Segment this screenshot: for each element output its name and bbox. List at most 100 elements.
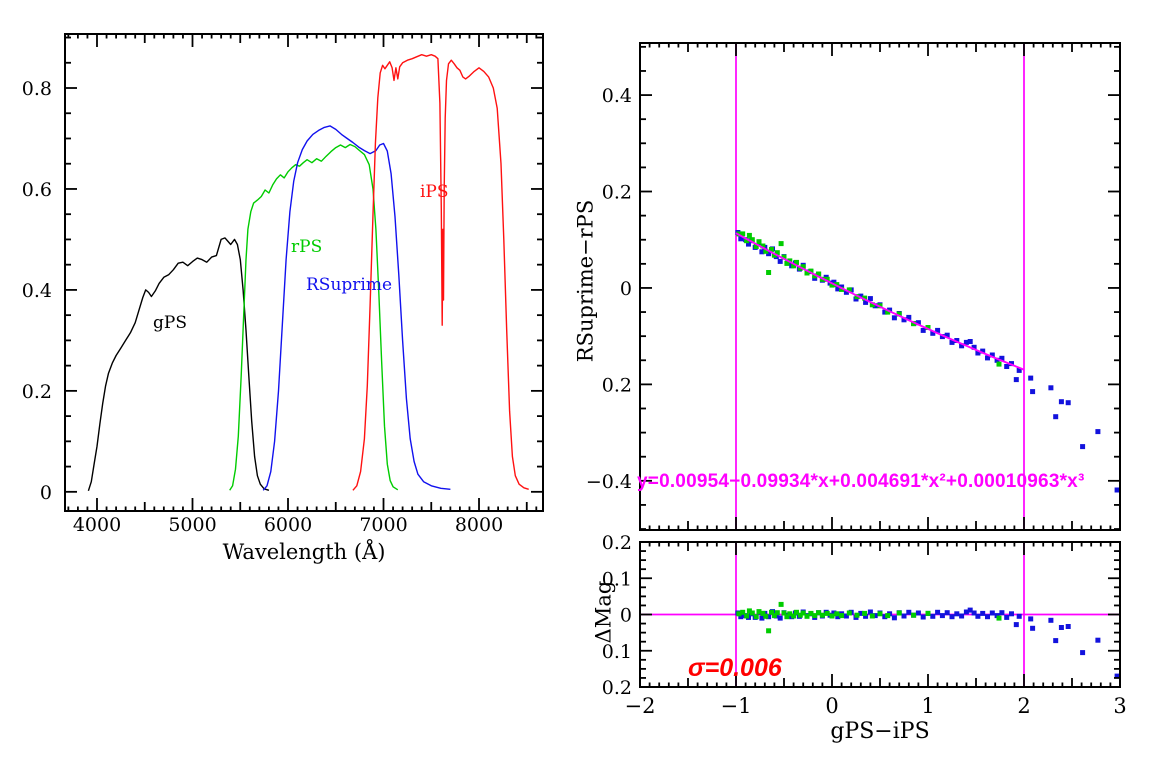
- point-blue-sample: [967, 607, 973, 613]
- point-green-sample: [744, 238, 750, 244]
- point-blue-sample: [985, 614, 990, 620]
- axes-box: [64, 33, 544, 512]
- point-blue-sample: [971, 344, 977, 350]
- point-blue-sample: [835, 614, 841, 620]
- point-green-sample: [824, 610, 830, 616]
- point-blue-sample: [738, 614, 744, 620]
- point-green-sample: [911, 321, 917, 327]
- series-iPS: [352, 54, 529, 491]
- point-green-sample: [774, 250, 780, 256]
- point-blue-sample: [906, 609, 912, 615]
- point-green-sample: [797, 612, 803, 618]
- point-blue-sample: [906, 314, 912, 320]
- point-green-sample: [804, 613, 810, 619]
- point-blue-sample: [1095, 637, 1101, 643]
- y-tick-label: 0: [40, 482, 52, 504]
- series-green-sample: [736, 601, 1002, 634]
- point-green-sample: [869, 613, 875, 619]
- point-green-sample: [769, 609, 774, 615]
- curve-label-rsuprime: RSuprime: [306, 275, 393, 295]
- point-green-sample: [846, 610, 852, 616]
- point-green-sample: [808, 610, 814, 616]
- point-green-sample: [753, 244, 759, 249]
- point-blue-sample: [843, 289, 849, 295]
- x-tick-label: 5000: [168, 514, 216, 536]
- point-blue-sample: [1030, 625, 1036, 631]
- panel-color_transformation: 0.4 0.2 0 0.2 −0.4: [586, 42, 1121, 531]
- point-green-sample: [787, 611, 793, 617]
- point-green-sample: [816, 271, 822, 277]
- point-green-sample: [769, 246, 774, 252]
- point-blue-sample: [872, 303, 878, 309]
- y-tick-label: 0.6: [22, 179, 52, 201]
- curve-RSuprime: [262, 125, 451, 491]
- ticks: [639, 541, 1121, 688]
- point-blue-sample: [959, 343, 965, 349]
- point-blue-sample: [1095, 429, 1101, 435]
- point-green-sample: [808, 268, 814, 274]
- point-blue-sample: [1114, 673, 1120, 679]
- point-blue-sample: [999, 355, 1005, 361]
- point-blue-sample: [944, 332, 950, 338]
- scatter-yaxis-title: RSuprime−rPS: [573, 199, 598, 363]
- point-green-sample: [804, 270, 810, 276]
- x-tick-label: 4000: [73, 514, 121, 536]
- point-blue-sample: [935, 609, 941, 615]
- y-tick-label: 0.4: [602, 85, 632, 107]
- point-blue-sample: [1013, 622, 1019, 628]
- point-blue-sample: [930, 330, 936, 336]
- x-tick-label: 7000: [359, 514, 407, 536]
- point-green-sample: [877, 611, 883, 617]
- point-blue-sample: [835, 286, 841, 292]
- left-xaxis-title: Wavelength (Å): [222, 540, 386, 564]
- point-blue-sample: [930, 613, 936, 619]
- point-green-sample: [854, 612, 860, 618]
- point-blue-sample: [920, 327, 926, 333]
- series-rPS: [229, 143, 399, 491]
- point-green-sample: [794, 259, 799, 265]
- point-blue-sample: [1080, 650, 1086, 656]
- point-blue-sample: [867, 296, 873, 302]
- y-tick-label: 0.2: [602, 182, 632, 204]
- point-blue-sample: [980, 610, 986, 616]
- point-blue-sample: [967, 339, 973, 344]
- y-tick-label: 0.1: [602, 568, 632, 590]
- point-green-sample: [749, 237, 755, 243]
- point-blue-sample: [777, 258, 783, 264]
- point-blue-sample: [949, 339, 955, 345]
- point-green-sample: [812, 273, 818, 279]
- point-green-sample: [816, 610, 822, 616]
- point-green-sample: [846, 287, 852, 293]
- point-blue-sample: [738, 236, 744, 242]
- x-tick-label: 1: [921, 694, 934, 718]
- curve-label-gps: gPS: [153, 313, 187, 333]
- point-green-sample: [834, 611, 840, 617]
- x-tick-label: 8000: [455, 514, 503, 536]
- point-blue-sample: [858, 293, 864, 299]
- point-blue-sample: [963, 609, 969, 615]
- point-blue-sample: [989, 352, 995, 358]
- x-tick-label: 6000: [264, 514, 312, 536]
- curve-label-rps: rPS: [291, 237, 323, 257]
- panel-filter_throughput: 4000 5000 6000 7000 8000 0 0.2 0.4 0.6 0.8: [22, 33, 544, 536]
- point-blue-sample: [872, 613, 878, 619]
- point-green-sample: [781, 610, 787, 616]
- point-green-sample: [744, 613, 750, 619]
- tick-labels: −2 −1 0 1 2 3 0.2 0.1 0 0.1 0.2: [602, 532, 1127, 718]
- curve-label-ips: iPS: [420, 182, 449, 202]
- tick-labels: 0.4 0.2 0 0.2 −0.4: [586, 85, 632, 493]
- point-blue-sample: [843, 613, 849, 619]
- point-blue-sample: [1058, 625, 1064, 630]
- point-green-sample: [862, 610, 868, 616]
- point-blue-sample: [939, 334, 945, 340]
- tick-labels: 4000 5000 6000 7000 8000 0 0.2 0.4 0.6 0.8: [22, 78, 503, 536]
- point-green-sample: [740, 609, 746, 615]
- point-blue-sample: [1058, 399, 1064, 405]
- ticks: [65, 34, 543, 511]
- point-blue-sample: [989, 610, 995, 616]
- point-green-sample: [791, 263, 797, 269]
- x-tick-label: 0: [825, 694, 838, 718]
- point-blue-sample: [759, 615, 765, 621]
- point-blue-sample: [882, 309, 888, 315]
